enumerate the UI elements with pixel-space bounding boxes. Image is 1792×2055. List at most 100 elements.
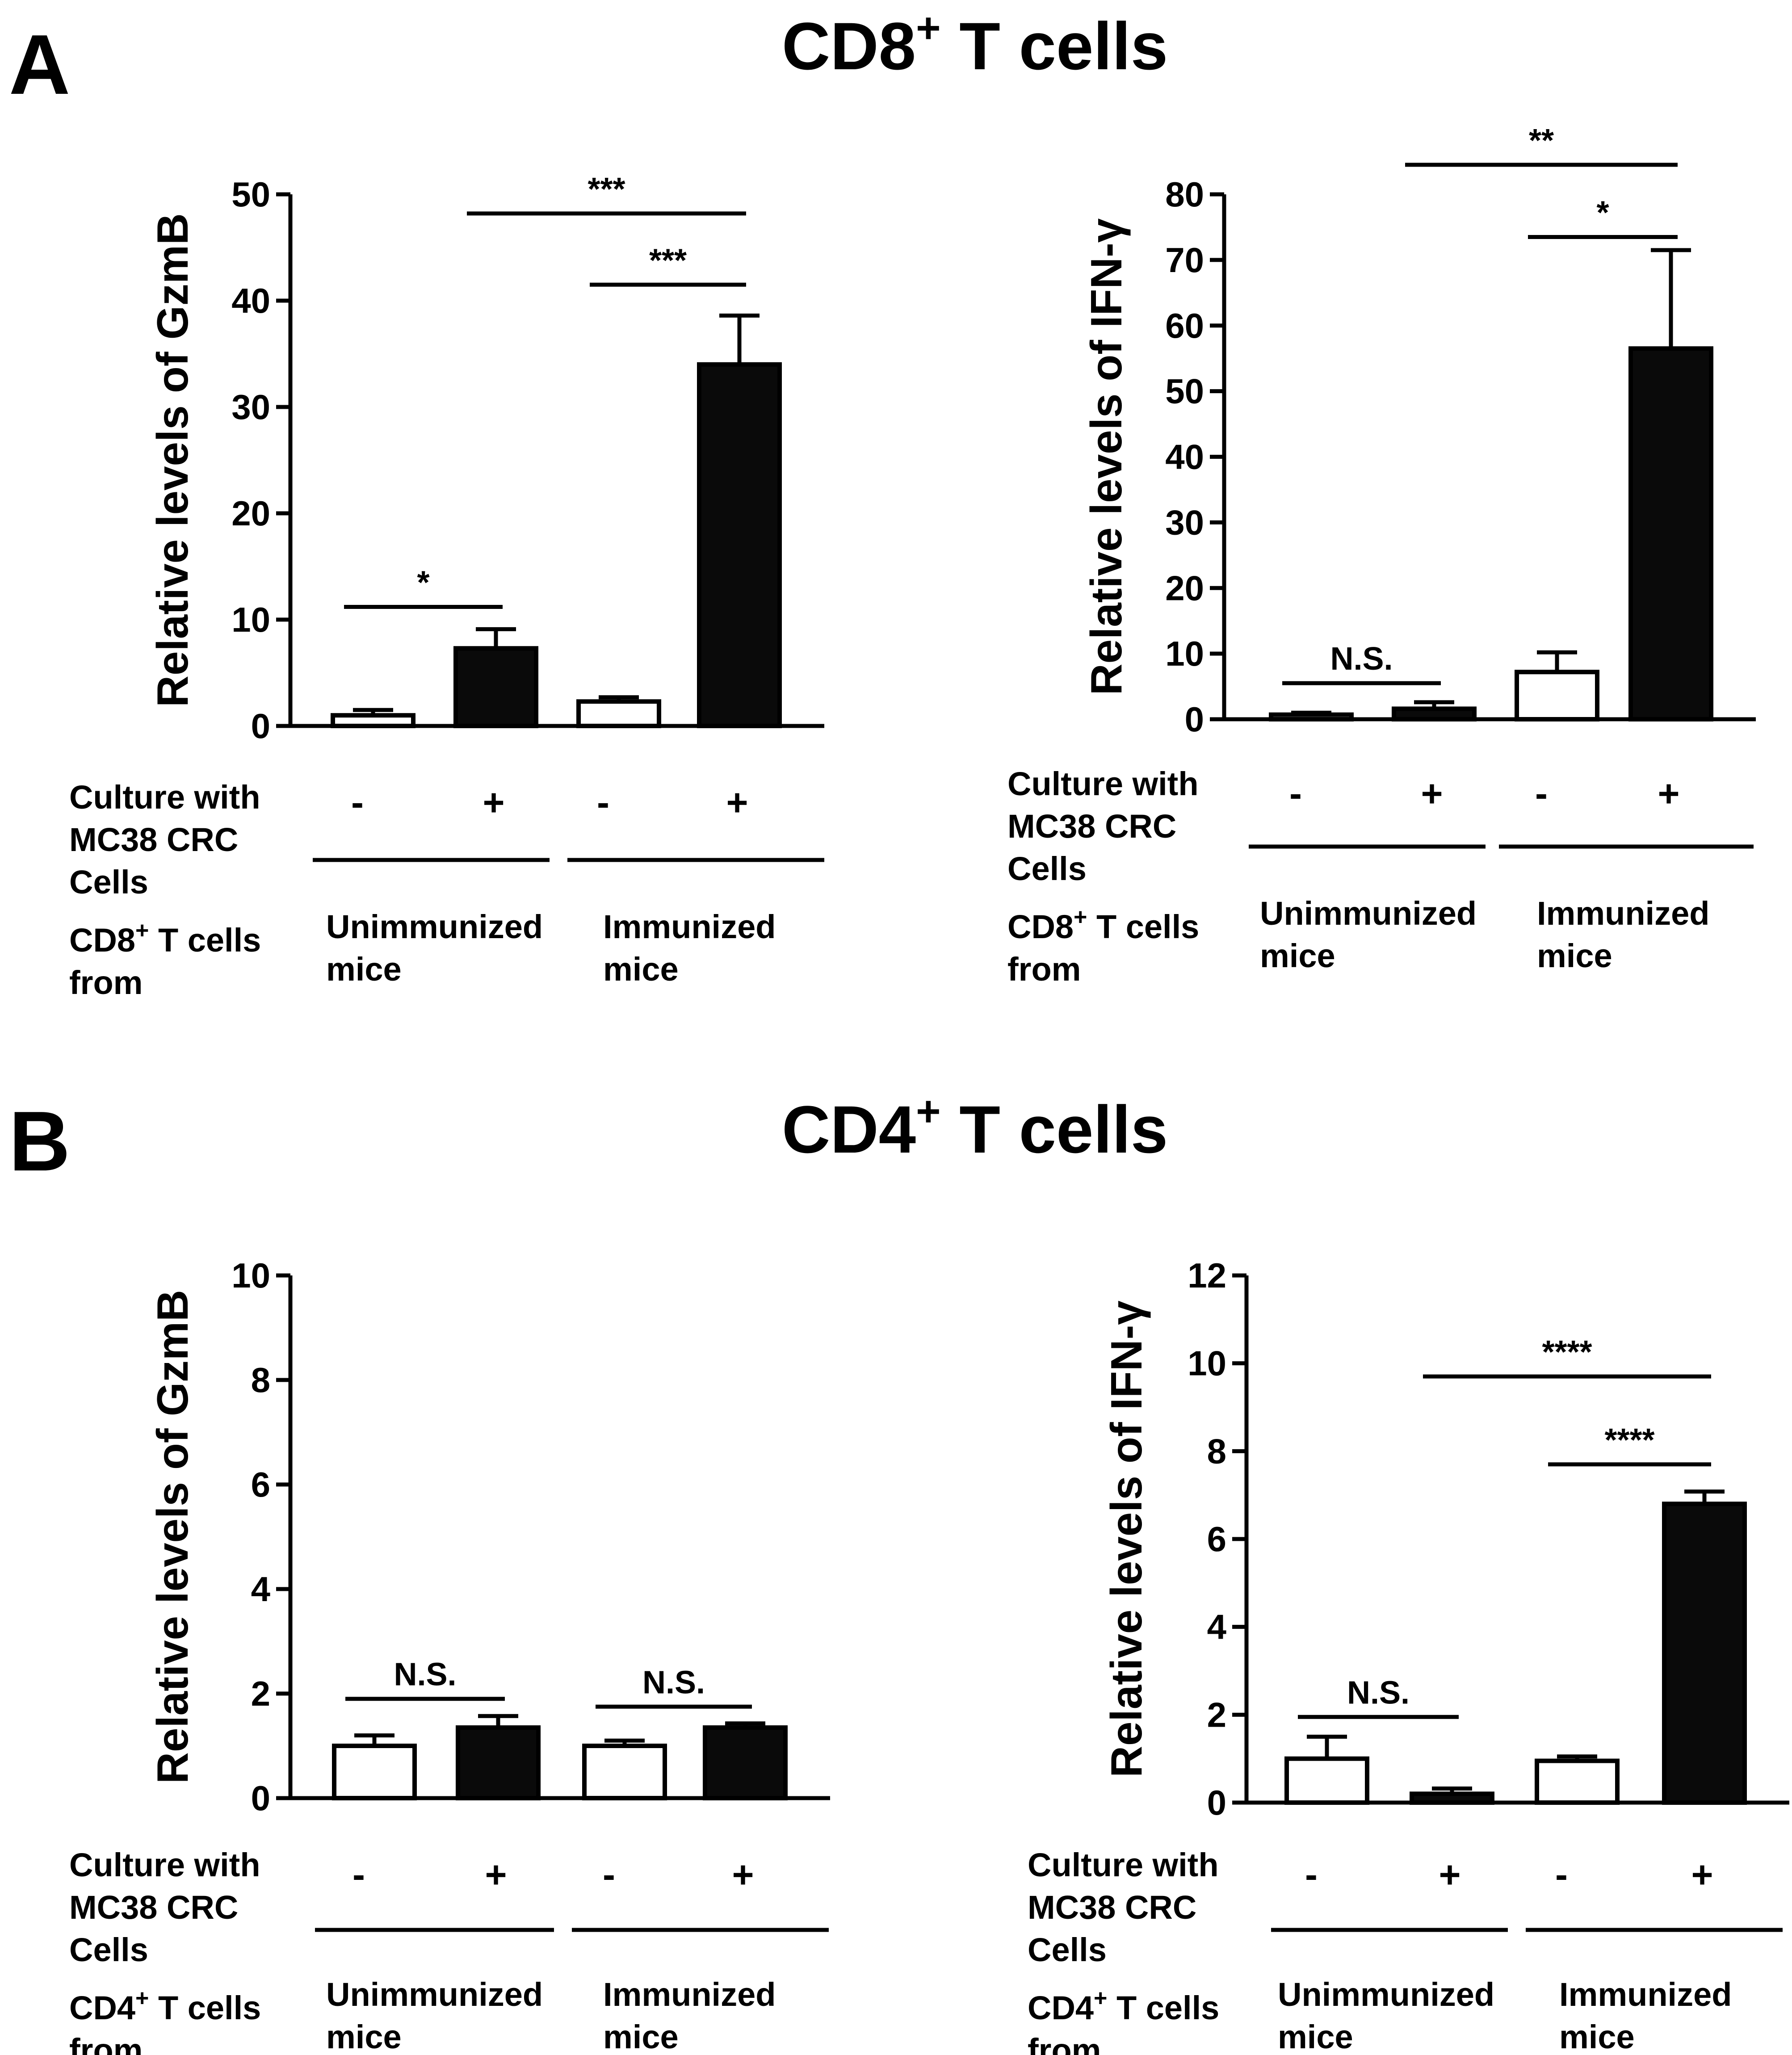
culture-sign: - bbox=[603, 1854, 615, 1896]
group-label: mice bbox=[326, 2018, 402, 2055]
panel-letter-a: A bbox=[9, 17, 70, 112]
panel-title-b-sup: + bbox=[916, 1088, 940, 1135]
y-tick-label: 8 bbox=[1207, 1431, 1226, 1471]
source-label-from: from bbox=[69, 964, 143, 1001]
bar bbox=[453, 646, 538, 729]
bar bbox=[1628, 346, 1713, 721]
bar bbox=[456, 1725, 541, 1801]
culture-sign: + bbox=[1658, 772, 1679, 814]
y-tick-label: 80 bbox=[1165, 175, 1204, 214]
significance-label: *** bbox=[588, 172, 625, 207]
culture-label: Culture with bbox=[1028, 1846, 1219, 1883]
source-label: CD4+ T cells bbox=[69, 1985, 261, 2026]
significance-label: * bbox=[417, 565, 429, 600]
group-label: Unimmunized bbox=[1260, 895, 1477, 932]
bar bbox=[576, 699, 661, 729]
source-label-sup: + bbox=[135, 1985, 149, 2011]
source-label-cell: CD8 bbox=[1007, 908, 1074, 945]
y-tick-label: 50 bbox=[231, 175, 270, 214]
source-label-from: from bbox=[69, 2032, 143, 2055]
y-tick-label: 30 bbox=[231, 387, 270, 427]
culture-label: Culture with bbox=[1007, 765, 1199, 802]
group-label: Unimmunized bbox=[326, 908, 543, 945]
group-label: mice bbox=[1278, 2018, 1353, 2055]
source-label: CD4+ T cells bbox=[1028, 1985, 1219, 2026]
source-label-from: from bbox=[1007, 951, 1081, 988]
culture-sign: + bbox=[732, 1854, 754, 1896]
panel-title-b: CD4+ T cells bbox=[782, 1088, 1168, 1167]
y-axis-label: Relative levels of IFN-γ bbox=[1082, 218, 1131, 695]
y-tick-label: 10 bbox=[231, 1256, 270, 1295]
culture-sign: + bbox=[1421, 772, 1443, 814]
significance-label: N.S. bbox=[1330, 641, 1393, 677]
culture-sign: - bbox=[1289, 772, 1302, 814]
bar bbox=[1515, 670, 1599, 721]
bar bbox=[1535, 1758, 1620, 1805]
culture-label: Culture with bbox=[69, 1846, 260, 1883]
culture-sign: + bbox=[485, 1854, 507, 1896]
culture-label: Cells bbox=[1007, 850, 1087, 887]
source-label-sup: + bbox=[1074, 904, 1087, 930]
y-tick-label: 0 bbox=[251, 1778, 270, 1818]
panel-letter-b: B bbox=[9, 1094, 70, 1189]
culture-label: MC38 CRC bbox=[1028, 1889, 1196, 1926]
culture-sign: - bbox=[597, 781, 609, 823]
bar bbox=[1662, 1501, 1747, 1805]
group-label: mice bbox=[1537, 937, 1612, 974]
culture-sign: + bbox=[1439, 1854, 1460, 1896]
y-tick-label: 40 bbox=[1165, 437, 1204, 477]
y-tick-label: 4 bbox=[251, 1569, 270, 1609]
group-label: Immunized bbox=[603, 1976, 776, 2013]
y-tick-label: 50 bbox=[1165, 372, 1204, 411]
y-axis-label: Relative levels of GzmB bbox=[148, 1290, 197, 1784]
y-tick-label: 4 bbox=[1207, 1607, 1226, 1647]
source-label-rest: T cells bbox=[149, 1989, 261, 2026]
bar bbox=[1410, 1791, 1494, 1805]
source-label-from: from bbox=[1028, 2032, 1101, 2055]
significance-label: ** bbox=[1529, 123, 1554, 159]
bar bbox=[1392, 706, 1477, 721]
bar bbox=[697, 362, 782, 728]
y-tick-label: 6 bbox=[1207, 1519, 1226, 1559]
y-tick-label: 10 bbox=[231, 600, 270, 639]
group-label: mice bbox=[603, 951, 679, 988]
source-label-sup: + bbox=[135, 918, 149, 944]
culture-label: Cells bbox=[69, 1931, 148, 1968]
chart-b-gzmb: 0 2 4 6 8 10 Relative levels of GzmB N.S. N.S. Cu… bbox=[69, 1256, 830, 2055]
panel-title-a: CD8+ T cells bbox=[782, 4, 1168, 84]
culture-label: Cells bbox=[1028, 1931, 1107, 1968]
y-tick-label: 30 bbox=[1165, 503, 1204, 542]
y-tick-label: 0 bbox=[251, 706, 270, 746]
bar bbox=[331, 713, 415, 728]
group-label: Immunized bbox=[1559, 1976, 1732, 2013]
significance-label: N.S. bbox=[642, 1665, 705, 1700]
source-label-rest: T cells bbox=[1087, 908, 1199, 945]
group-label: mice bbox=[1559, 2018, 1635, 2055]
y-tick-label: 12 bbox=[1188, 1256, 1226, 1295]
group-label: mice bbox=[326, 951, 402, 988]
y-axis-label: Relative levels of IFN-γ bbox=[1102, 1300, 1151, 1778]
bar bbox=[582, 1744, 667, 1800]
source-label-cell: CD4 bbox=[69, 1989, 135, 2026]
significance-label: *** bbox=[649, 243, 687, 278]
y-tick-label: 20 bbox=[231, 494, 270, 533]
y-tick-label: 60 bbox=[1165, 306, 1204, 345]
culture-sign: - bbox=[351, 781, 364, 823]
y-tick-label: 10 bbox=[1188, 1344, 1226, 1383]
culture-label: MC38 CRC bbox=[69, 1889, 238, 1926]
chart-b-ifng: 0 2 4 6 8 10 12 Relative levels of IFN-γ N.S. ***… bbox=[1028, 1256, 1789, 2055]
group-label: mice bbox=[603, 2018, 679, 2055]
culture-sign: + bbox=[1691, 1854, 1713, 1896]
y-tick-label: 10 bbox=[1165, 634, 1204, 673]
significance-label: * bbox=[1596, 195, 1609, 231]
group-label: Unimmunized bbox=[326, 1976, 543, 2013]
bar bbox=[703, 1725, 788, 1801]
y-tick-label: 2 bbox=[1207, 1695, 1226, 1734]
source-label: CD8+ T cells bbox=[69, 918, 261, 959]
culture-label: Cells bbox=[69, 864, 148, 901]
source-label-rest: T cells bbox=[149, 922, 261, 959]
y-tick-label: 2 bbox=[251, 1674, 270, 1713]
culture-label: MC38 CRC bbox=[1007, 808, 1176, 845]
y-tick-label: 0 bbox=[1207, 1783, 1226, 1822]
